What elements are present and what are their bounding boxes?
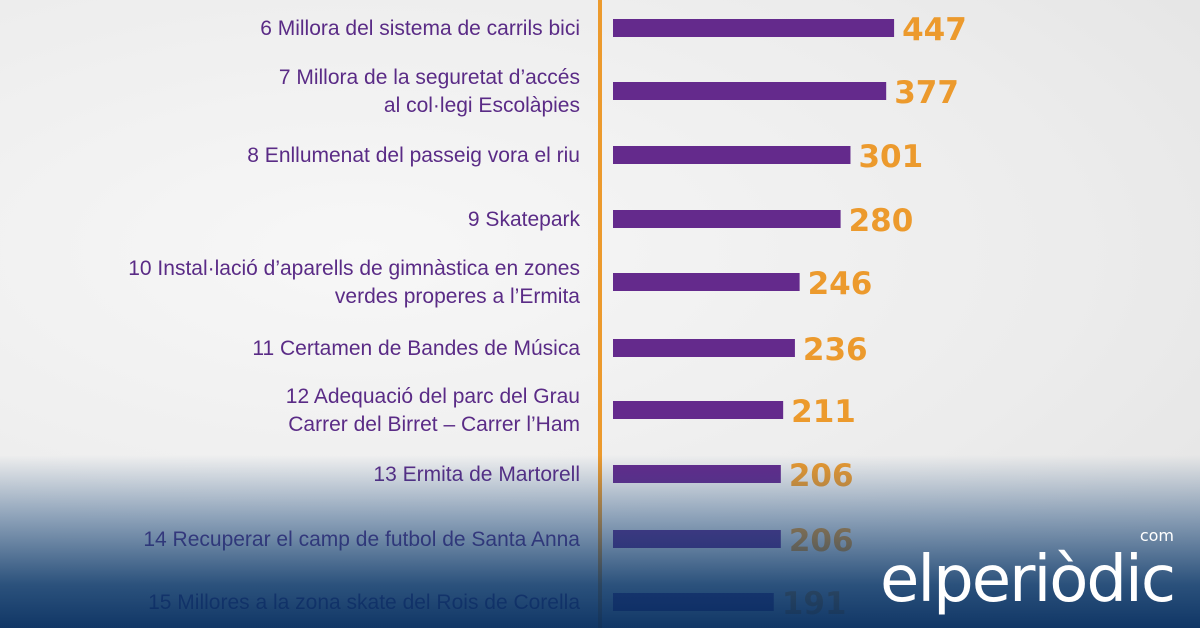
bar (613, 401, 784, 419)
bar (613, 530, 781, 548)
logo-suffix: com (1139, 526, 1174, 545)
category-label: 9 Skatepark (468, 208, 581, 231)
bar (613, 593, 774, 611)
value-label: 301 (858, 139, 923, 175)
bar (613, 82, 887, 100)
elperiodic-logo: elperiòdic com (880, 528, 1176, 613)
category-label: 10 Instal·lació d’aparells de gimnàstica… (128, 257, 580, 308)
value-label: 191 (782, 586, 847, 622)
bar (613, 19, 895, 37)
bar (613, 273, 800, 291)
category-label: 15 Millores a la zona skate del Rois de … (148, 591, 580, 614)
category-label: 8 Enllumenat del passeig vora el riu (247, 144, 580, 167)
category-label: 7 Millora de la seguretat d’accés al col·… (279, 66, 580, 117)
category-label: 11 Certamen de Bandes de Música (252, 337, 580, 360)
category-label: 13 Ermita de Martorell (373, 463, 580, 486)
value-label: 447 (902, 12, 967, 48)
category-label: 12 Adequació del parc del Grau Carrer del… (286, 385, 580, 436)
bar (613, 210, 841, 228)
value-label: 206 (789, 523, 854, 559)
category-label: 6 Millora del sistema de carrils bici (260, 17, 580, 40)
bar (613, 465, 781, 483)
value-label: 377 (894, 75, 959, 111)
value-label: 211 (791, 394, 856, 430)
bar (613, 339, 795, 357)
value-label: 236 (803, 332, 868, 368)
category-label: 14 Recuperar el camp de futbol de Santa … (143, 528, 580, 551)
bar (613, 146, 851, 164)
value-label: 280 (849, 203, 914, 239)
logo-text: elperiòdic (880, 543, 1176, 617)
value-label: 206 (789, 458, 854, 494)
value-label: 246 (808, 266, 873, 302)
